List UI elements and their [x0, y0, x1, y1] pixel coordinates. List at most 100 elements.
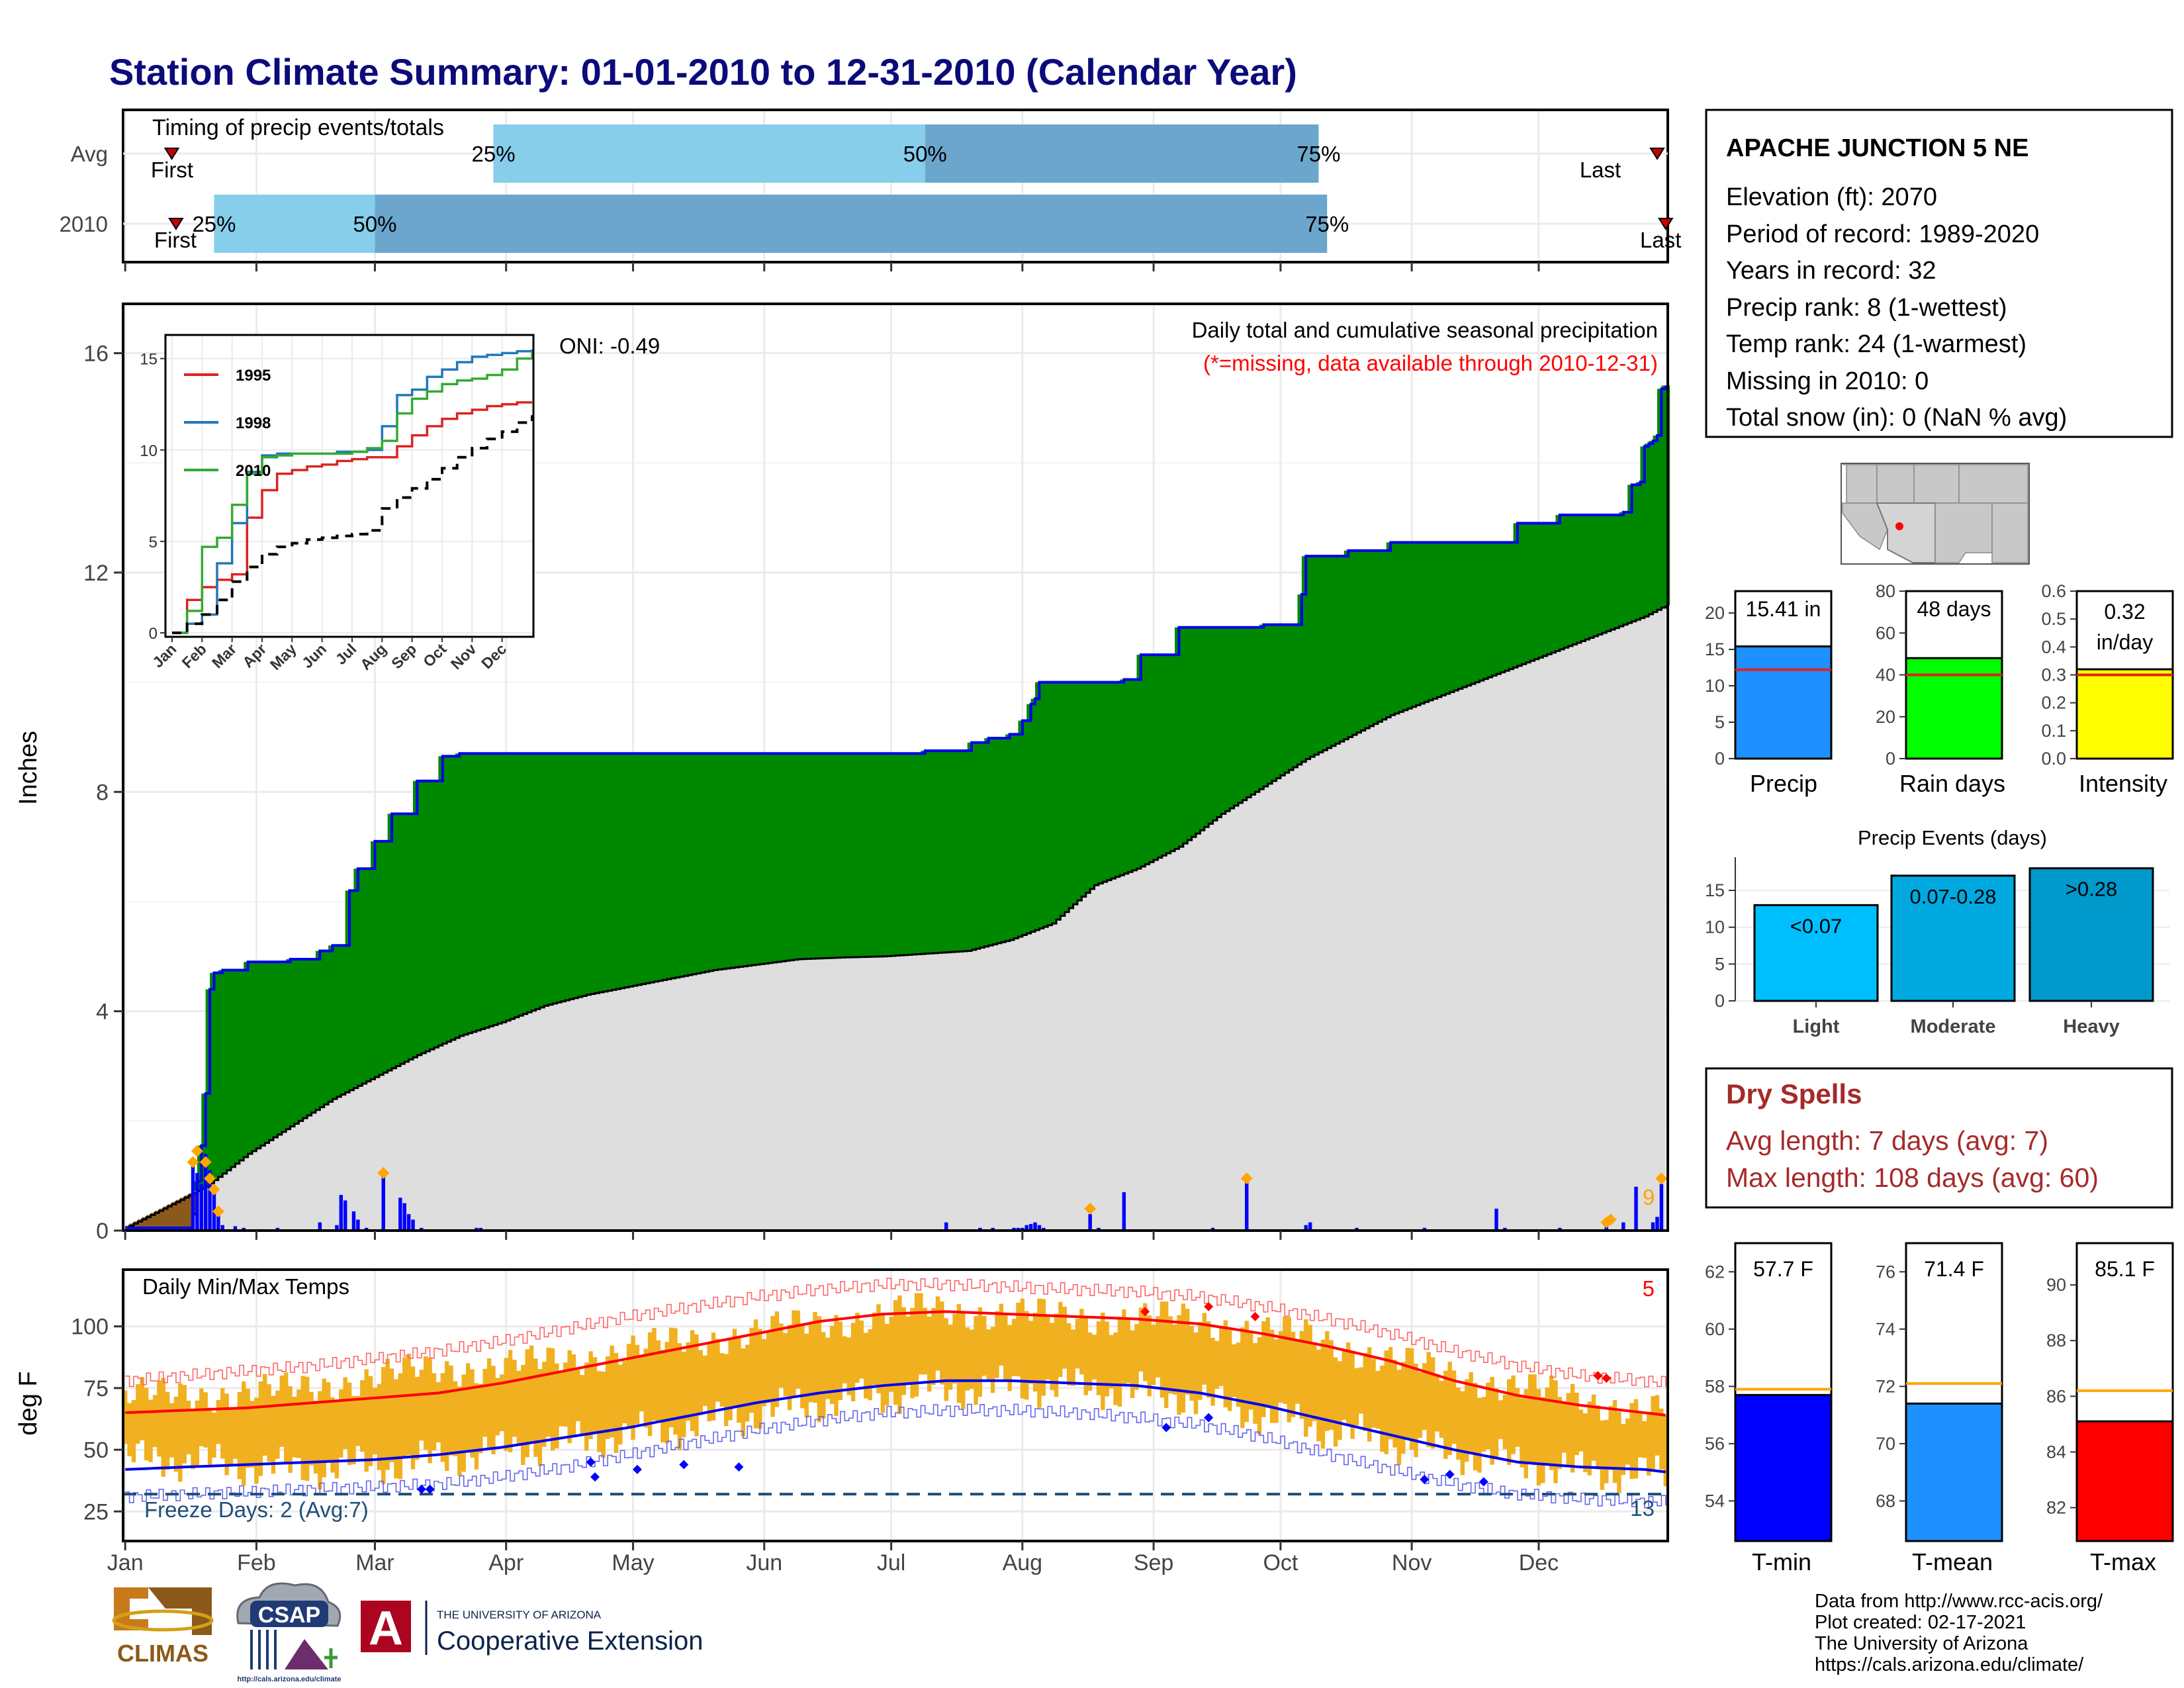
- normal-cumulative-line: [125, 605, 1667, 1229]
- station-snow: Total snow (in): 0 (NaN % avg): [1726, 404, 2067, 432]
- daily-precip-bar: [1245, 1178, 1249, 1231]
- month-label: Apr: [488, 1550, 523, 1575]
- record-low-marker: [1204, 1413, 1214, 1423]
- timing-bar-25-50: [214, 195, 375, 253]
- daily-precip-bar: [978, 1227, 982, 1231]
- precip-record-marker: [377, 1167, 390, 1180]
- daily-precip-bar: [318, 1222, 322, 1231]
- mini-bar-y-tick-label: 80: [1876, 581, 1895, 601]
- precip-panel: 0 4 8 12 16 Inches Daily total and cumulativ…: [15, 303, 1670, 1244]
- temp-bar-label-tmean: T-mean: [1912, 1548, 1993, 1575]
- record-low-marker: [679, 1460, 689, 1470]
- month-label: Aug: [1003, 1550, 1043, 1575]
- timing-bar-50-75: [925, 124, 1319, 183]
- climas-logo-text: CLIMAS: [117, 1640, 208, 1667]
- temp-bar-t-mean: [1905, 1402, 2003, 1542]
- daily-precip-bar: [191, 1159, 195, 1231]
- station-missing: Missing in 2010: 0: [1726, 367, 1929, 395]
- oni-value: ONI: -0.49: [559, 334, 660, 358]
- daily-precip-bar: [1503, 1227, 1507, 1231]
- precip-y-tick-label: 8: [96, 780, 109, 805]
- events-bar-value-label: <0.07: [1790, 914, 1842, 937]
- daily-precip-bar: [351, 1211, 356, 1231]
- month-label: Mar: [355, 1550, 394, 1575]
- month-label: Jun: [746, 1550, 782, 1575]
- daily-precip-bar: [1651, 1222, 1655, 1231]
- temp-bar-label-tmax: T-max: [2090, 1548, 2156, 1575]
- precip-annotation-missing: (*=missing, data available through 2010-…: [1203, 351, 1658, 375]
- precip-record-marker: [1655, 1172, 1668, 1185]
- events-y-tick-label: 15: [1705, 880, 1725, 900]
- credit-university: The University of Arizona: [1815, 1633, 2028, 1654]
- timing-last-label-avg: Last: [1580, 158, 1621, 182]
- freeze-days-label: Freeze Days: 2 (Avg:7): [144, 1497, 369, 1522]
- precip-record-marker: [191, 1145, 203, 1157]
- annual-temperature-bars: 57.7 F 54 56 58 60 62 71.4 F 68 70 72 74 76 85.1 F 82…: [1705, 1242, 2174, 1542]
- daily-precip-bar: [1634, 1186, 1638, 1231]
- daily-precip-bar: [1210, 1227, 1215, 1231]
- temp-bar-y-tick-label: 76: [1876, 1262, 1895, 1282]
- timing-75-label: 75%: [1297, 142, 1340, 166]
- temp-y-tick-label: 100: [71, 1315, 109, 1340]
- timing-first-label-avg: First: [151, 158, 193, 182]
- mini-bar-y-tick-label: 20: [1876, 707, 1895, 727]
- temp-bar-y-tick-label: 68: [1876, 1491, 1895, 1511]
- mini-bar-label-intensity: Intensity: [2079, 770, 2167, 797]
- mini-bar-y-tick-label: 10: [1705, 676, 1725, 696]
- timing-panel: 25% 50% 75% 25% 50% 75% Timing of precip even…: [60, 109, 1681, 271]
- temp-bar-y-tick-label: 56: [1705, 1434, 1725, 1454]
- inset-y-tick-label: 10: [140, 442, 158, 460]
- temp-bar-y-tick-label: 84: [2046, 1442, 2066, 1462]
- month-label: Jan: [107, 1550, 144, 1575]
- mini-bar-y-tick-label: 0: [1886, 749, 1895, 769]
- mini-bar-y-tick-label: 0.3: [2041, 665, 2066, 685]
- record-low-marker: [1479, 1477, 1488, 1487]
- precip-y-tick-label: 4: [96, 1000, 109, 1025]
- daily-precip-bar: [1028, 1224, 1033, 1231]
- month-axis: Jan Feb Mar Apr May Jun Jul Aug Sep Oct Nov Dec: [107, 1541, 1559, 1575]
- mini-bar-value-label: in/day: [2097, 630, 2153, 654]
- timing-50-label: 50%: [903, 142, 947, 166]
- record-high-marker: [1593, 1371, 1603, 1381]
- daily-precip-bar: [1558, 1227, 1562, 1231]
- daily-precip-bar: [195, 1173, 199, 1231]
- daily-precip-bar: [1024, 1225, 1028, 1231]
- inset-series-line-1995: [172, 401, 532, 634]
- mini-bar-y-tick-label: 0.6: [2041, 581, 2066, 601]
- daily-precip-bar: [343, 1200, 347, 1231]
- observed-cumulative-line: [125, 385, 1667, 1229]
- temp-bar-y-tick-label: 88: [2046, 1331, 2066, 1350]
- temp-y-tick-label: 25: [83, 1499, 109, 1524]
- mini-bar-value-label: 48 days: [1917, 597, 1991, 621]
- precip-record-marker: [187, 1156, 199, 1168]
- avg-tmin-line: [125, 1379, 1666, 1474]
- record-low-marker: [586, 1457, 596, 1467]
- temp-bar-y-tick-label: 60: [1705, 1319, 1725, 1339]
- precip-events-chart: 0 5 10 15 <0.07 0.07-0.28 >0.28: [1705, 857, 2169, 1011]
- daily-precip-bar: [420, 1227, 424, 1231]
- mini-bar-label-precip: Precip: [1750, 770, 1817, 797]
- dry-spells-avg: Avg length: 7 days (avg: 7): [1726, 1125, 2048, 1156]
- station-temp-rank: Temp rank: 24 (1-warmest): [1726, 330, 2026, 358]
- ua-logo-line1: THE UNIVERSITY OF ARIZONA: [437, 1609, 602, 1621]
- temp-bar-y-tick-label: 70: [1876, 1434, 1895, 1454]
- temp-bar-value-label: 57.7 F: [1753, 1257, 1813, 1281]
- timing-title: Timing of precip events/totals: [152, 115, 444, 140]
- station-precip-rank: Precip rank: 8 (1-wettest): [1726, 294, 2007, 322]
- mini-bar-rain-days: [1905, 657, 2003, 760]
- month-label: Dec: [1519, 1550, 1559, 1575]
- precip-y-axis-label: Inches: [15, 731, 42, 805]
- mini-bar-intensity: [2075, 668, 2174, 760]
- dry-spells-box: Dry Spells Avg length: 7 days (avg: 7) M…: [1705, 1067, 2173, 1209]
- mini-bar-y-tick-label: 0.1: [2041, 721, 2066, 741]
- daily-precip-bar: [1659, 1184, 1664, 1231]
- events-bar-light: [1753, 904, 1879, 1002]
- timing-row-label-avg: Avg: [71, 142, 108, 166]
- ua-logo-line2: Cooperative Extension: [437, 1626, 703, 1656]
- precip-surplus-area: [193, 385, 1670, 1192]
- daily-precip-bar: [1088, 1214, 1092, 1231]
- precip-record-marker: [208, 1183, 220, 1196]
- timing-first-label-year: First: [154, 228, 197, 252]
- daily-precip-bar: [356, 1219, 360, 1231]
